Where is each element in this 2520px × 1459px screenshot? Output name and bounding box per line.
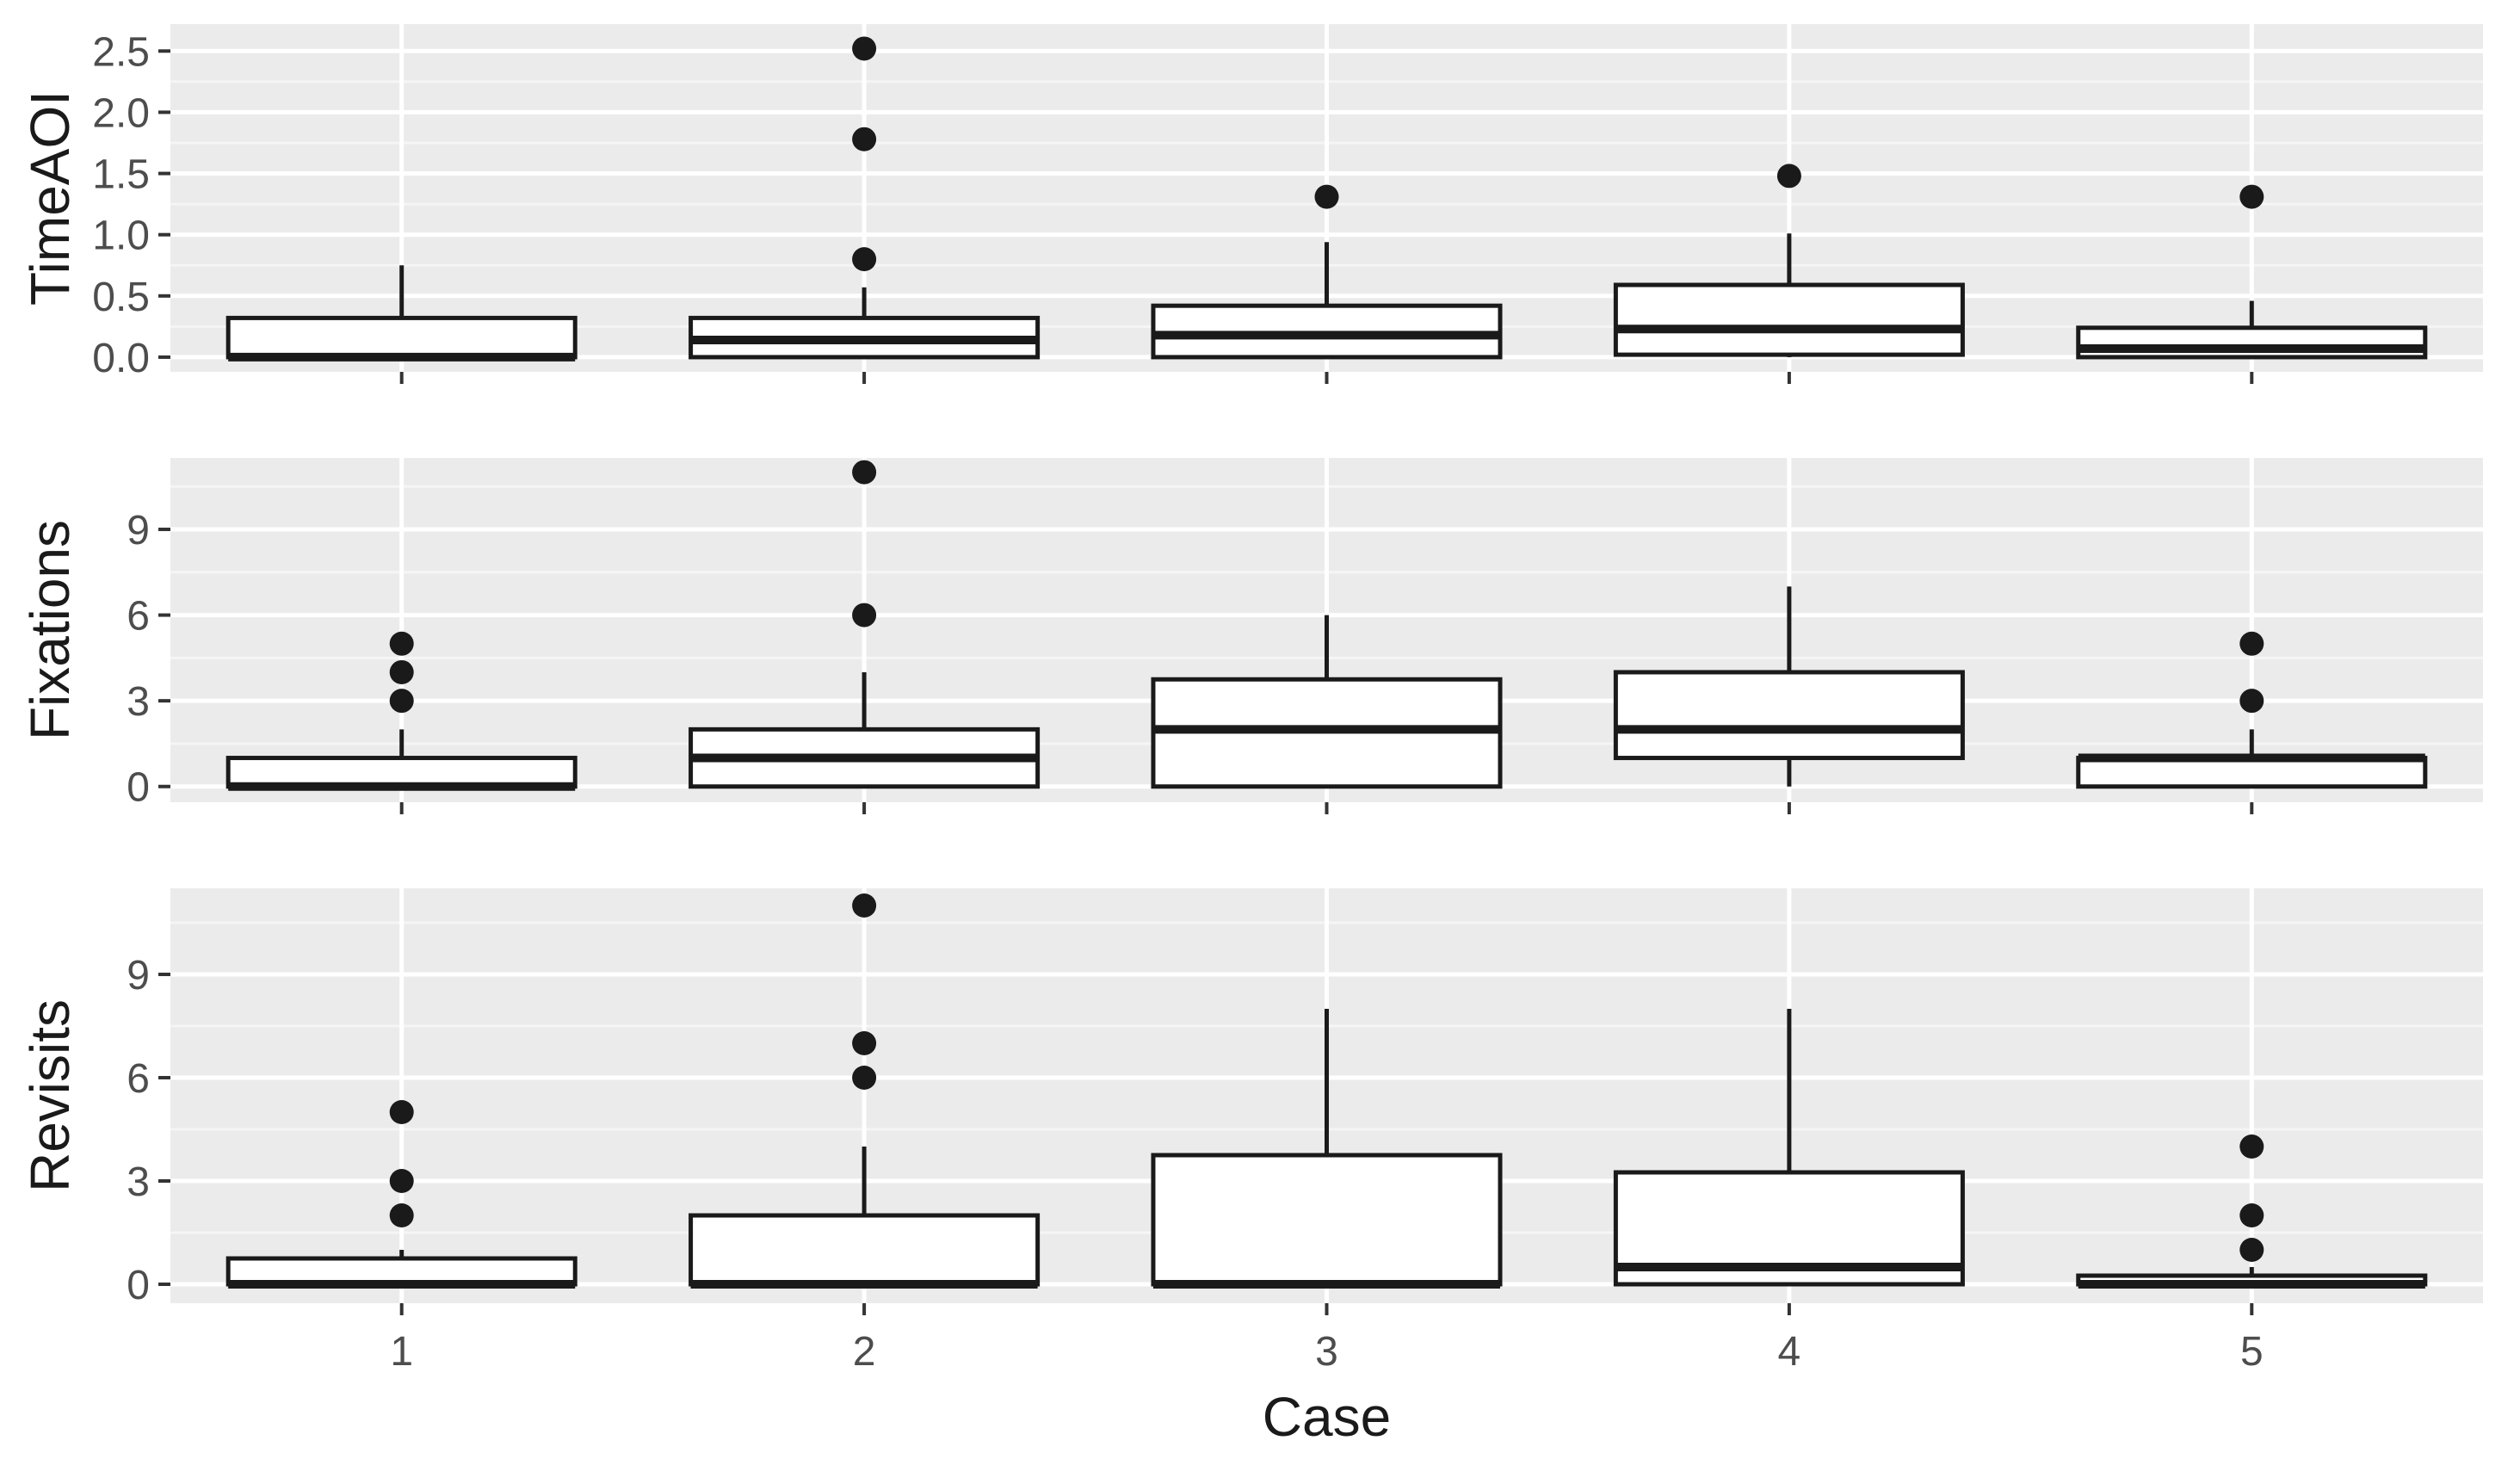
box-case-4 [1613, 164, 1965, 357]
y-tick-label: 1.5 [92, 152, 150, 198]
box-case-1 [225, 1100, 578, 1289]
y-tick-label: 6 [127, 594, 150, 640]
outlier-point [852, 36, 877, 61]
box-iqr [689, 1213, 1041, 1287]
outlier-point [852, 127, 877, 151]
outlier-point [389, 1203, 414, 1227]
y-tick-label: 0 [127, 765, 150, 811]
outlier-point [389, 1169, 414, 1193]
outlier-point [1776, 164, 1801, 189]
x-tick-label: 4 [1778, 1329, 1801, 1375]
box-case-2 [689, 460, 1041, 789]
y-tick-label: 9 [127, 508, 150, 553]
panel-fixations: 0 3 6 9 Fixations [19, 458, 2483, 814]
y-axis-title: Revisits [19, 999, 81, 1192]
outlier-point [852, 1031, 877, 1055]
panel-revisits: 0 3 6 9 Revisits 1 2 3 4 5 [19, 888, 2483, 1375]
y-tick-label: 3 [127, 679, 150, 725]
outlier-point [852, 1066, 877, 1090]
box-case-4 [1613, 586, 1965, 787]
x-tick-label: 1 [390, 1329, 413, 1375]
outlier-point [389, 659, 414, 684]
y-tick-label: 3 [127, 1159, 150, 1205]
outlier-point [852, 247, 877, 272]
box-iqr [225, 315, 578, 360]
box-iqr [1151, 1153, 1503, 1287]
box-case-3 [1151, 615, 1503, 789]
x-tick-label: 5 [2240, 1329, 2264, 1375]
outlier-point [2239, 184, 2264, 209]
y-axis-title: Fixations [19, 520, 81, 740]
x-axis-title: Case [1263, 1386, 1391, 1448]
outlier-point [389, 1100, 414, 1124]
outlier-point [852, 603, 877, 627]
x-tick-label: 2 [853, 1329, 876, 1375]
y-tick-label: 0.5 [92, 275, 150, 320]
box-case-1 [225, 631, 578, 791]
y-tick-label: 2.0 [92, 90, 150, 136]
y-tick-label: 1.0 [92, 213, 150, 259]
outlier-point [2239, 631, 2264, 656]
box-case-3 [1151, 1009, 1503, 1289]
outlier-point [852, 460, 877, 485]
outlier-point [389, 631, 414, 656]
y-tick-label: 0 [127, 1263, 150, 1308]
box-case-5 [2076, 631, 2428, 789]
outlier-point [1314, 184, 1339, 209]
outlier-point [2239, 1238, 2264, 1262]
box-iqr [1613, 282, 1965, 357]
y-axis-title: TimeAOI [19, 90, 81, 306]
box-case-5 [2076, 1134, 2428, 1289]
y-tick-label: 6 [127, 1056, 150, 1102]
y-tick-label: 9 [127, 953, 150, 998]
outlier-point [389, 689, 414, 714]
y-tick-label: 0.0 [92, 336, 150, 381]
box-case-2 [689, 36, 1041, 360]
outlier-point [852, 893, 877, 918]
y-tick-label: 2.5 [92, 29, 150, 75]
box-case-3 [1151, 184, 1503, 360]
outlier-point [2239, 689, 2264, 714]
x-tick-label: 3 [1315, 1329, 1338, 1375]
box-case-5 [2076, 184, 2428, 360]
outlier-point [2239, 1134, 2264, 1159]
outlier-point [2239, 1203, 2264, 1227]
box-iqr [1613, 670, 1965, 761]
box-case-2 [689, 893, 1041, 1289]
box-case-1 [225, 265, 578, 362]
box-case-4 [1613, 1009, 1965, 1287]
